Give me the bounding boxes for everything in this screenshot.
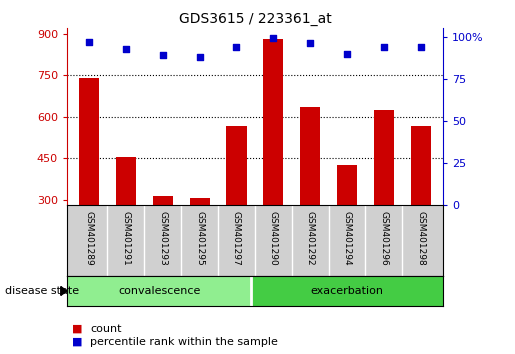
Point — [380, 44, 388, 50]
Bar — [300, 107, 320, 205]
Point — [122, 46, 130, 51]
Bar — [227, 126, 247, 205]
Text: GSM401296: GSM401296 — [380, 211, 388, 266]
Bar — [410, 126, 431, 205]
Bar — [263, 39, 283, 205]
Text: GSM401294: GSM401294 — [342, 211, 352, 266]
Text: convalescence: convalescence — [118, 286, 200, 296]
Text: GSM401293: GSM401293 — [158, 211, 167, 266]
Point — [417, 44, 425, 50]
Point — [306, 41, 314, 46]
Text: GSM401297: GSM401297 — [232, 211, 241, 266]
Point — [85, 39, 93, 45]
Text: ■: ■ — [72, 337, 82, 347]
Point — [232, 44, 241, 50]
Text: GSM401291: GSM401291 — [122, 211, 130, 266]
Point — [343, 51, 351, 56]
Text: ■: ■ — [72, 324, 82, 333]
Text: GSM401295: GSM401295 — [195, 211, 204, 266]
Bar — [374, 110, 394, 205]
Text: disease state: disease state — [5, 286, 79, 296]
Bar — [190, 198, 210, 205]
Point — [159, 52, 167, 58]
Text: percentile rank within the sample: percentile rank within the sample — [90, 337, 278, 347]
Text: count: count — [90, 324, 122, 333]
Text: exacerbation: exacerbation — [311, 286, 384, 296]
Text: GSM401292: GSM401292 — [306, 211, 315, 266]
Point — [269, 36, 278, 41]
Text: GSM401298: GSM401298 — [416, 211, 425, 266]
FancyArrow shape — [61, 287, 67, 295]
Bar — [116, 157, 136, 205]
Bar — [79, 78, 99, 205]
Text: GSM401289: GSM401289 — [84, 211, 94, 266]
FancyBboxPatch shape — [251, 276, 443, 306]
FancyBboxPatch shape — [67, 276, 251, 306]
Bar — [337, 165, 357, 205]
Bar — [152, 196, 173, 205]
Title: GDS3615 / 223361_at: GDS3615 / 223361_at — [179, 12, 331, 26]
Point — [196, 54, 204, 60]
Text: GSM401290: GSM401290 — [269, 211, 278, 266]
